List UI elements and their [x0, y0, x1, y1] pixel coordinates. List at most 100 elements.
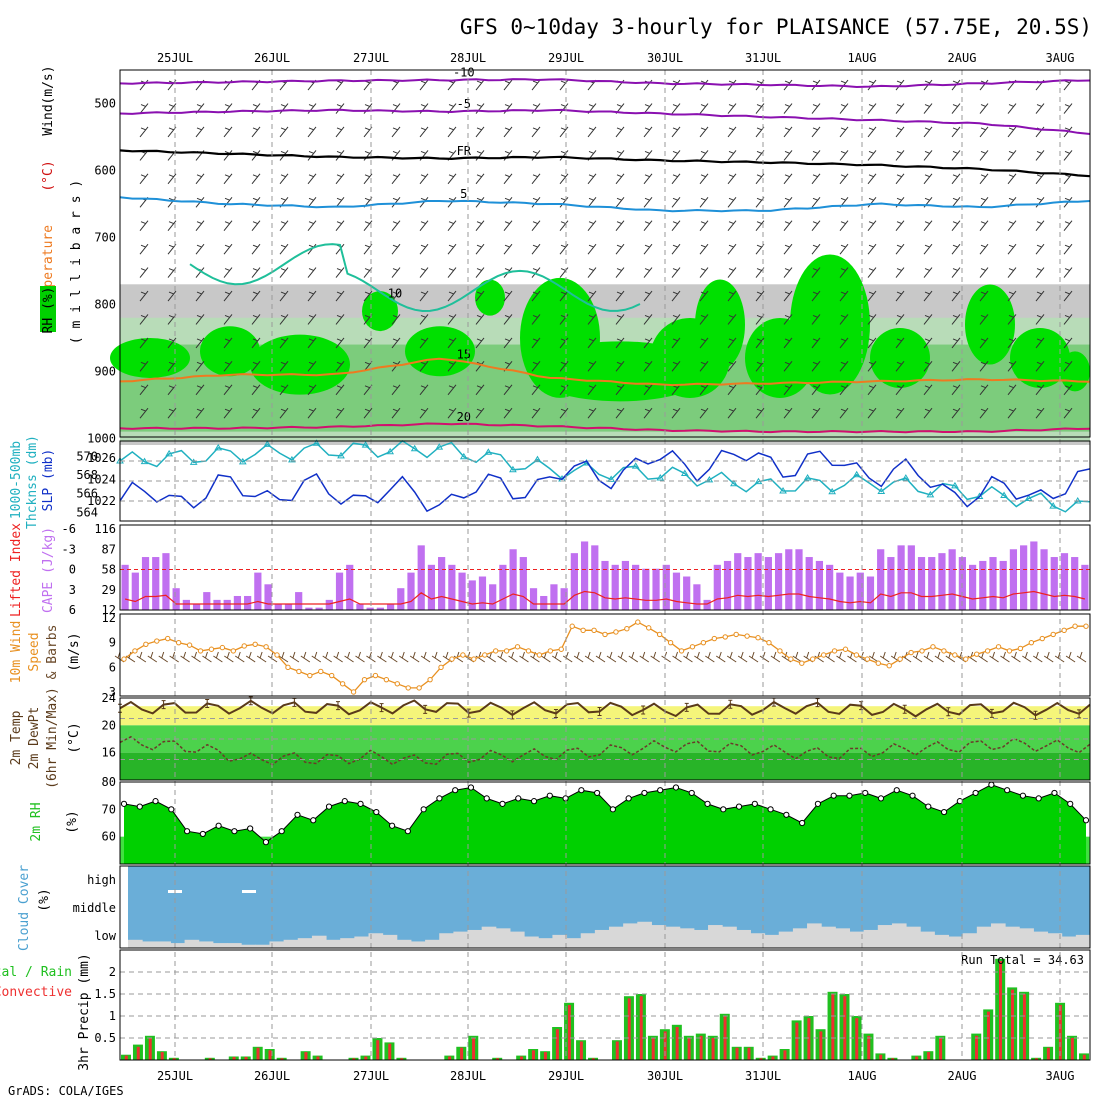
upper-wind-barb — [195, 407, 205, 419]
upper-wind-barb — [951, 243, 961, 255]
rh2m-point — [310, 817, 317, 824]
rh2m-point — [751, 800, 758, 807]
cape-bar — [315, 607, 323, 610]
date-top-1aug: 1AUG — [848, 51, 877, 65]
upper-wind-barb — [783, 407, 793, 419]
temp-minmax-bar — [553, 709, 558, 719]
upper-wind-barb — [251, 361, 261, 372]
precip-conv-bar — [1070, 1038, 1074, 1060]
cloud-tick-high: high — [87, 873, 116, 887]
upper-wind-barb — [671, 150, 681, 161]
precip-conv-bar — [783, 1050, 787, 1060]
upper-wind-barb — [951, 103, 961, 114]
rh2m-point — [641, 789, 648, 797]
upper-wind-barb — [503, 103, 513, 114]
frame-cloud — [119, 865, 1091, 949]
precip-tick-2: 2 — [109, 965, 116, 979]
cape-bar — [693, 584, 701, 610]
upper-wind-barb — [447, 407, 457, 419]
upper-wind-barb — [559, 150, 569, 161]
upper-wind-barb — [307, 384, 317, 396]
rh-blob — [1010, 327, 1070, 388]
cloud-low-bar — [891, 923, 907, 948]
upper-wind-barb — [503, 220, 513, 232]
wind-speed-point — [492, 648, 499, 654]
upper-wind-barb — [559, 290, 569, 302]
upper-wind-barb — [139, 384, 149, 396]
wind-speed-point — [810, 656, 816, 662]
upper-wind-barb — [783, 290, 793, 302]
precip-conv-bar — [819, 1031, 823, 1060]
contour-line-10 — [189, 243, 641, 313]
temp-ylabel-b: 2m DewPt — [27, 707, 42, 770]
lifted-tick-3: 3 — [69, 583, 76, 597]
upper-wind-barb — [559, 220, 569, 232]
cape-bar — [468, 580, 476, 610]
upper-wind-barb — [447, 267, 457, 278]
cape-bar — [376, 607, 384, 610]
upper-wind-barb — [531, 337, 541, 349]
upper-wind-barb — [867, 384, 877, 396]
wind-speed-point — [853, 652, 860, 658]
upper-wind-barb — [447, 361, 457, 372]
upper-wind-barb — [1035, 314, 1045, 325]
wind-barb — [759, 651, 770, 663]
upper-wind-barb — [699, 361, 709, 372]
precip-run-total: Run Total = 34.63 — [961, 953, 1084, 967]
cape-bar — [734, 553, 742, 610]
temp-minmax-bar — [335, 701, 340, 711]
upper-wind-barb — [335, 267, 345, 278]
precip-ylabel-a: Total / Rain — [0, 965, 72, 980]
cape-bar — [917, 557, 926, 610]
wind-barb — [912, 651, 923, 663]
upper-wind-barb — [391, 196, 401, 208]
upper-wind-barb — [783, 126, 793, 138]
upper-wind-barb — [531, 267, 541, 278]
upper-wind-barb — [139, 220, 149, 232]
precip-panel: 2 1.5 1 0.5 — [94, 958, 1090, 1060]
upper-wind-barb — [867, 290, 877, 302]
upper-wind-barb — [475, 384, 485, 396]
cape-bar — [856, 572, 864, 610]
upper-wind-barb — [419, 337, 429, 349]
upper-wind-barb — [699, 150, 709, 161]
cape-bar — [182, 599, 190, 610]
date-top-25jul: 25JUL — [157, 51, 193, 65]
upper-wind-barb — [699, 267, 709, 278]
wind-speed-point — [667, 639, 674, 646]
upper-wind-barb — [251, 173, 261, 185]
precip-conv-bar — [472, 1038, 476, 1060]
thickness-marker — [730, 479, 738, 487]
precip-conv-bar — [807, 1018, 811, 1060]
precip-conv-bar — [172, 1058, 176, 1060]
cape-bar — [131, 572, 139, 610]
precip-conv-bar — [496, 1058, 500, 1060]
upper-wind-barb — [559, 243, 569, 255]
rh2m-point — [247, 825, 254, 832]
wind-speed-point — [941, 648, 947, 654]
rh2m-point — [120, 800, 128, 807]
upper-wind-barb — [447, 173, 457, 185]
cloud-low-bar — [410, 941, 426, 948]
rh2m-point — [452, 787, 459, 794]
upper-wind-barb — [811, 267, 821, 278]
wind-speed-point — [186, 642, 193, 648]
date-top-2aug: 2AUG — [948, 51, 977, 65]
temp-minmax-bar — [379, 703, 384, 713]
rh2m-point — [720, 806, 727, 813]
rh2m-point — [767, 806, 774, 813]
upper-wind-barb — [923, 243, 933, 255]
upper-wind-barb — [391, 243, 401, 255]
upper-wind-barb — [335, 103, 345, 114]
rh2m-point — [483, 795, 490, 802]
cloud-low-bar — [453, 931, 469, 948]
upper-wind-barb — [391, 407, 401, 419]
upper-wind-barb — [783, 361, 793, 372]
wind-speed-point — [875, 660, 881, 666]
temp-minmax-bar — [902, 704, 907, 714]
upper-wind-barb — [727, 173, 737, 185]
cloud-low-bar — [524, 936, 539, 948]
wind-barb — [934, 651, 945, 663]
rh2m-point — [877, 795, 885, 802]
cape-tick-29: 29 — [102, 583, 116, 597]
